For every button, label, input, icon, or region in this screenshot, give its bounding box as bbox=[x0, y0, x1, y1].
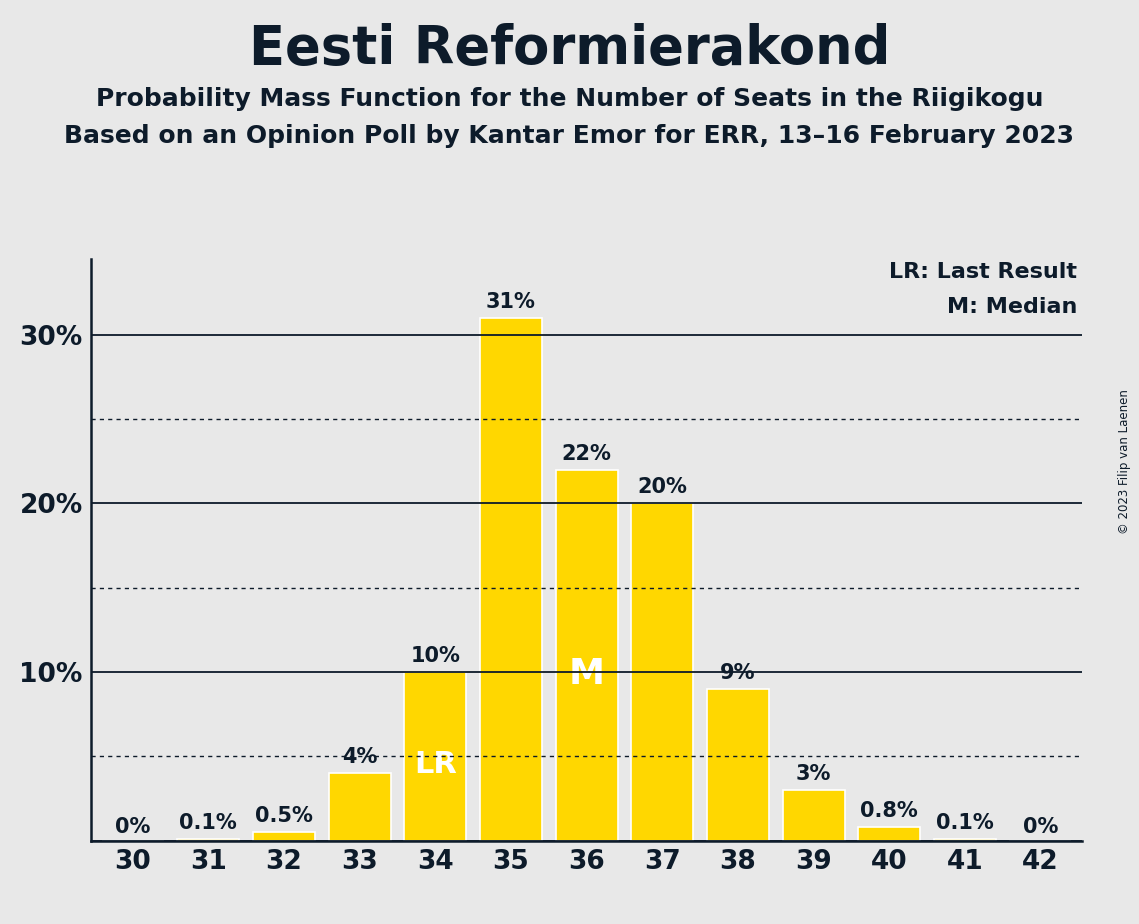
Bar bbox=[329, 773, 391, 841]
Bar bbox=[480, 318, 542, 841]
Text: Probability Mass Function for the Number of Seats in the Riigikogu: Probability Mass Function for the Number… bbox=[96, 87, 1043, 111]
Text: 0%: 0% bbox=[1023, 818, 1058, 837]
Text: 10%: 10% bbox=[410, 646, 460, 666]
Text: 20%: 20% bbox=[638, 478, 687, 497]
Bar bbox=[404, 672, 466, 841]
Bar bbox=[178, 839, 239, 841]
Text: 0.5%: 0.5% bbox=[255, 807, 313, 826]
Bar bbox=[631, 504, 694, 841]
Text: 0%: 0% bbox=[115, 818, 150, 837]
Text: LR: Last Result: LR: Last Result bbox=[890, 261, 1077, 282]
Text: 4%: 4% bbox=[342, 748, 377, 768]
Text: Eesti Reformierakond: Eesti Reformierakond bbox=[248, 23, 891, 75]
Text: 22%: 22% bbox=[562, 444, 612, 464]
Text: Based on an Opinion Poll by Kantar Emor for ERR, 13–16 February 2023: Based on an Opinion Poll by Kantar Emor … bbox=[65, 124, 1074, 148]
Bar bbox=[253, 833, 316, 841]
Bar bbox=[556, 469, 617, 841]
Bar bbox=[934, 839, 995, 841]
Bar bbox=[782, 790, 844, 841]
Text: 0.8%: 0.8% bbox=[860, 801, 918, 821]
Bar bbox=[858, 827, 920, 841]
Text: 3%: 3% bbox=[796, 764, 831, 784]
Text: LR: LR bbox=[413, 750, 457, 780]
Text: 0.1%: 0.1% bbox=[936, 813, 993, 833]
Text: M: M bbox=[568, 657, 605, 691]
Bar bbox=[707, 689, 769, 841]
Text: 0.1%: 0.1% bbox=[180, 813, 237, 833]
Text: © 2023 Filip van Laenen: © 2023 Filip van Laenen bbox=[1118, 390, 1131, 534]
Text: M: Median: M: Median bbox=[947, 297, 1077, 317]
Text: 9%: 9% bbox=[720, 663, 755, 683]
Text: 31%: 31% bbox=[486, 292, 535, 312]
